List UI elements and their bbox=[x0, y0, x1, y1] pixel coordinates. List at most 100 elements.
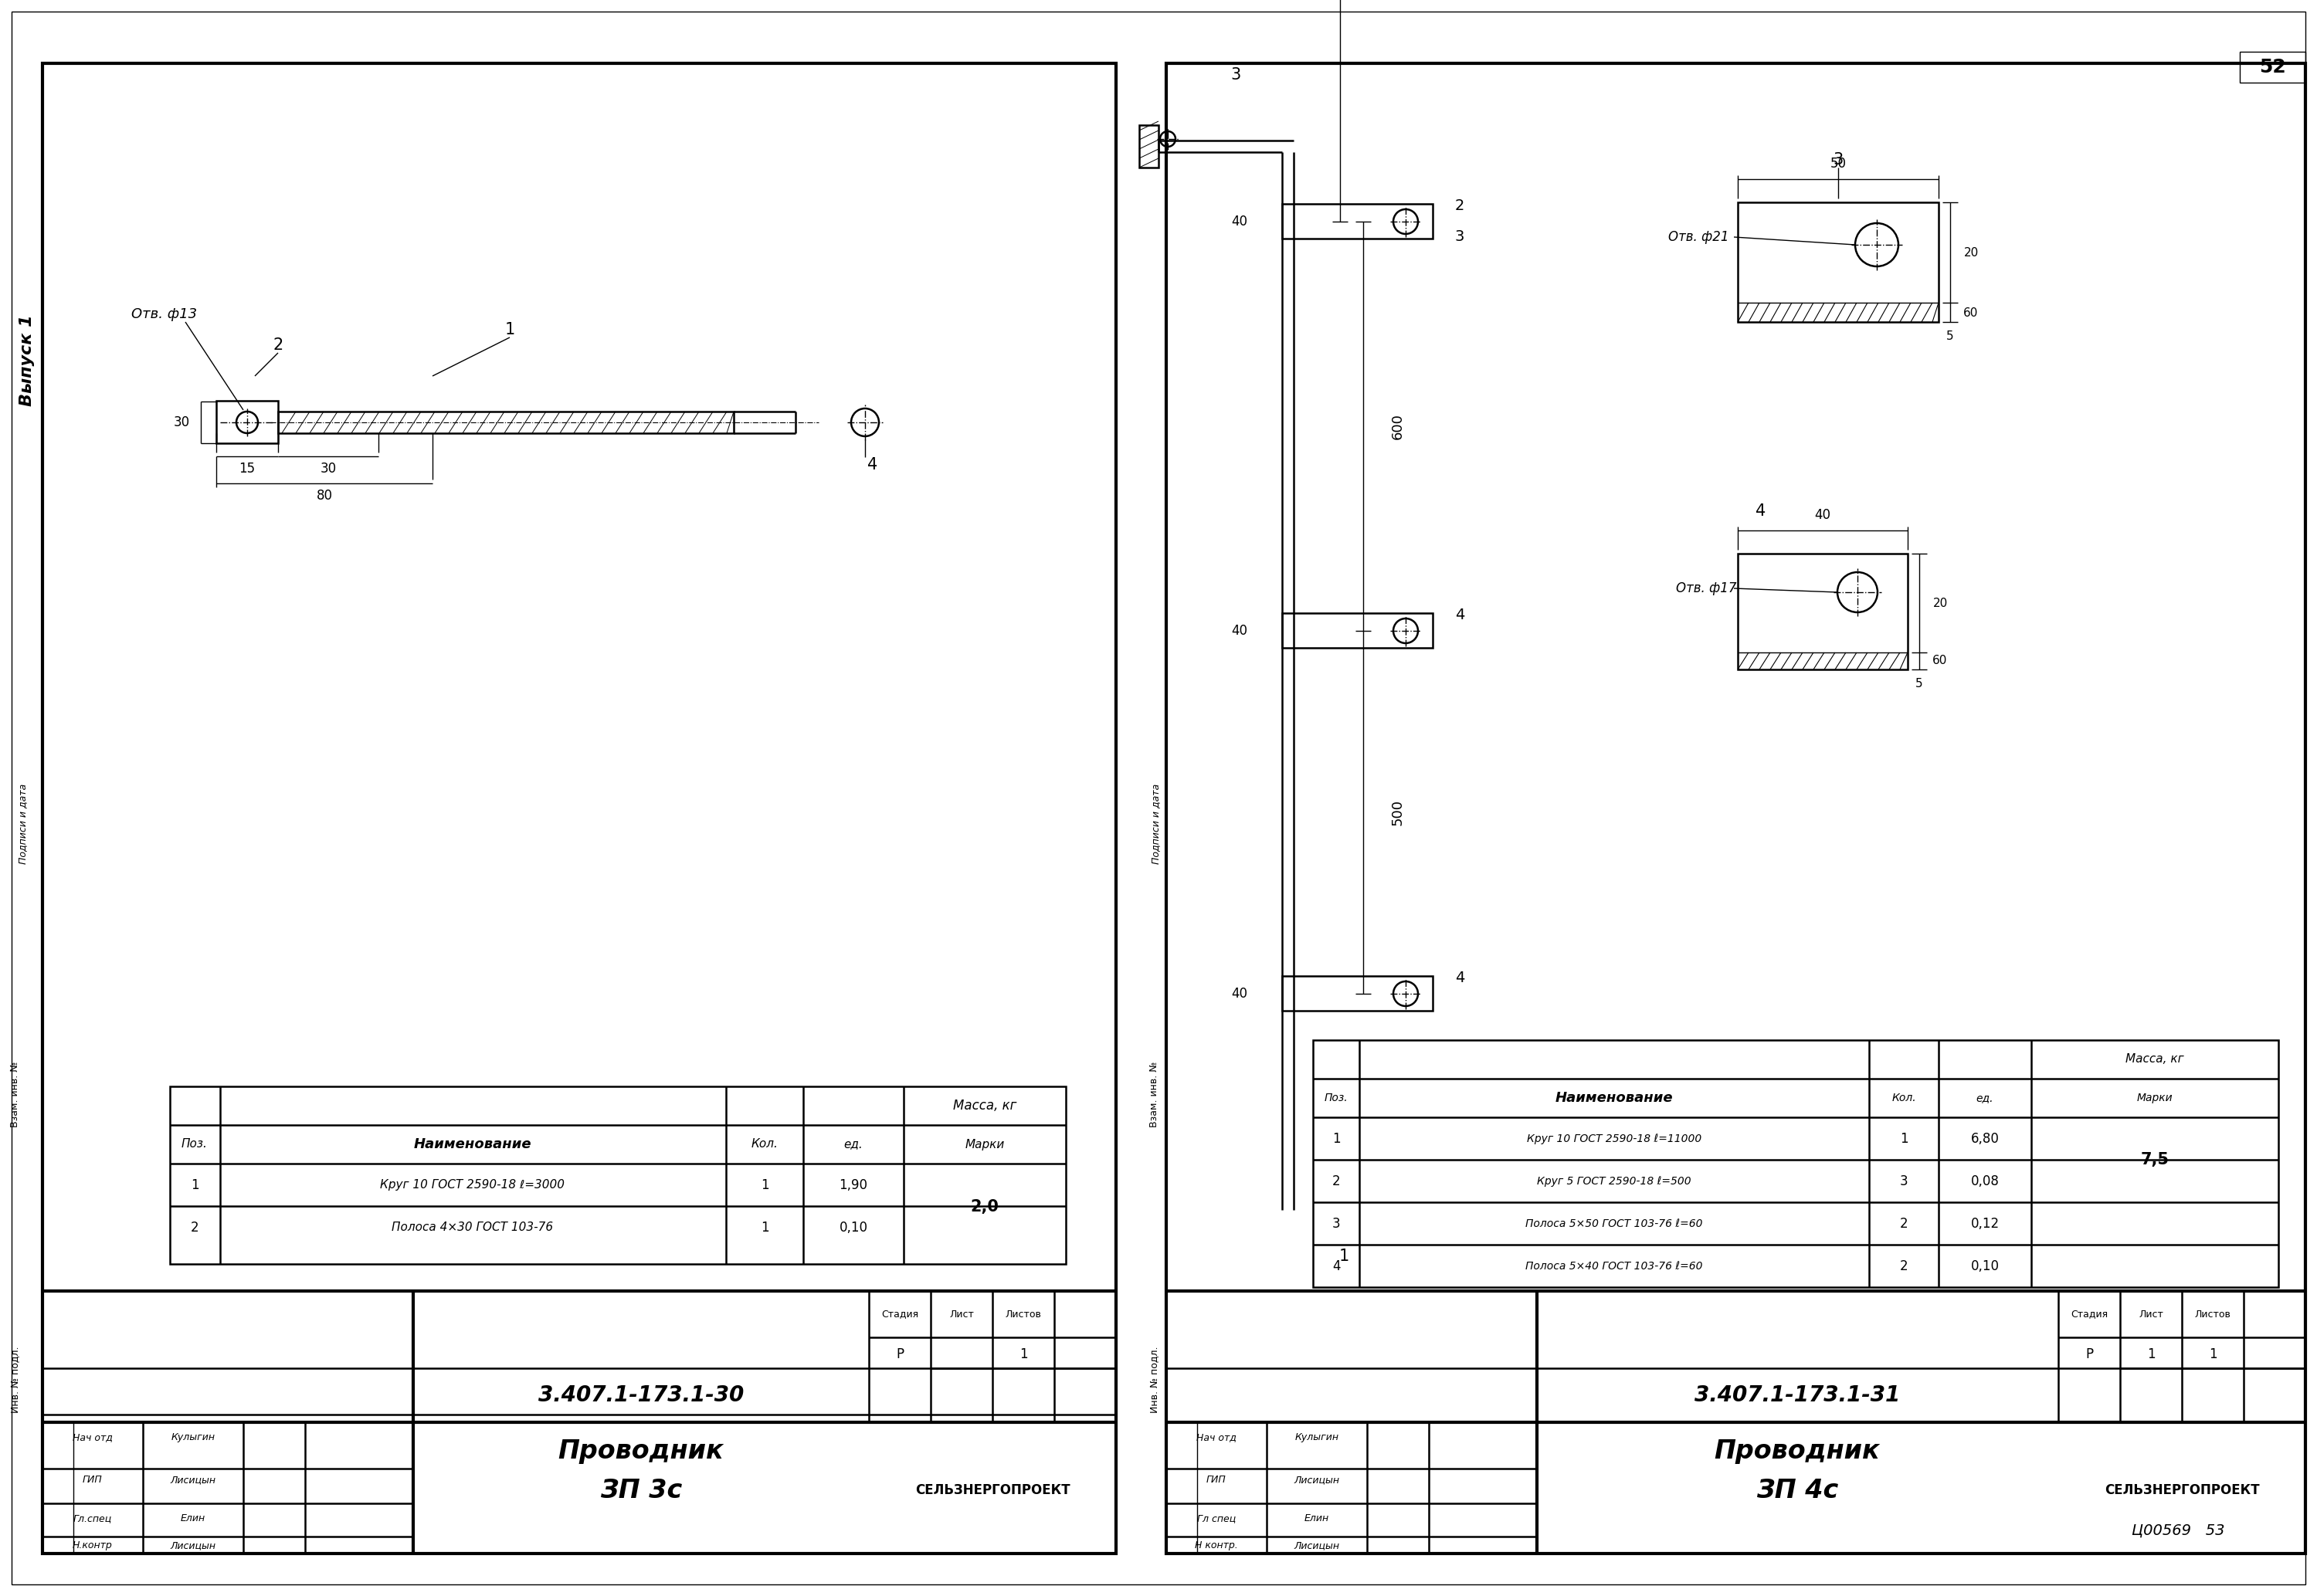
Text: 40: 40 bbox=[1814, 508, 1830, 522]
Bar bbox=[1140, 124, 1158, 168]
Text: СЕЛЬЗНЕРГОПРОЕКТ: СЕЛЬЗНЕРГОПРОЕКТ bbox=[915, 1483, 1070, 1497]
Text: 2: 2 bbox=[190, 1221, 199, 1235]
Text: Нач отд: Нач отд bbox=[1196, 1433, 1237, 1443]
Bar bbox=[278, 412, 734, 433]
Text: Марки: Марки bbox=[964, 1138, 1006, 1151]
Text: Лисицын: Лисицын bbox=[171, 1475, 215, 1486]
Text: Наименование: Наименование bbox=[1555, 1092, 1673, 1104]
Text: Отв. ф17: Отв. ф17 bbox=[1675, 581, 1738, 595]
Text: 1: 1 bbox=[1900, 1132, 1907, 1146]
Text: ГИП: ГИП bbox=[83, 1475, 102, 1486]
Text: Елин: Елин bbox=[1304, 1513, 1330, 1524]
Bar bbox=[1738, 554, 1907, 669]
Text: 3: 3 bbox=[1332, 1216, 1339, 1231]
Text: 6,80: 6,80 bbox=[1972, 1132, 2000, 1146]
Text: 2: 2 bbox=[273, 337, 283, 353]
Text: 2: 2 bbox=[1332, 1175, 1339, 1189]
Bar bbox=[1314, 1041, 2278, 1286]
Text: Елин: Елин bbox=[181, 1513, 206, 1524]
Text: Лисицын: Лисицын bbox=[1293, 1540, 1339, 1551]
Text: 3.407.1-173.1-30: 3.407.1-173.1-30 bbox=[538, 1384, 744, 1406]
Text: Лисицын: Лисицын bbox=[171, 1540, 215, 1551]
Text: 2,0: 2,0 bbox=[971, 1199, 999, 1215]
Text: Стадия: Стадия bbox=[2071, 1309, 2108, 1320]
Text: 20: 20 bbox=[1962, 247, 1979, 259]
Text: 4: 4 bbox=[1455, 608, 1464, 622]
Text: Кулыгин: Кулыгин bbox=[1295, 1433, 1339, 1443]
Text: 3: 3 bbox=[1455, 230, 1464, 244]
Text: 1: 1 bbox=[1019, 1347, 1026, 1361]
Text: 1: 1 bbox=[2208, 1347, 2217, 1361]
Text: 0,10: 0,10 bbox=[839, 1221, 867, 1235]
Text: Р: Р bbox=[2085, 1347, 2092, 1361]
Text: 4: 4 bbox=[867, 456, 878, 472]
Text: 1: 1 bbox=[760, 1221, 769, 1235]
Text: Лист: Лист bbox=[950, 1309, 973, 1320]
Text: 0,10: 0,10 bbox=[1969, 1259, 2000, 1274]
Text: 40: 40 bbox=[1233, 986, 1247, 1001]
Text: Полоса 4×30 ГОСТ 103-76: Полоса 4×30 ГОСТ 103-76 bbox=[392, 1223, 554, 1234]
Text: Круг 10 ГОСТ 2590-18 ℓ=3000: Круг 10 ГОСТ 2590-18 ℓ=3000 bbox=[380, 1179, 565, 1191]
Text: 7,5: 7,5 bbox=[2141, 1152, 2169, 1167]
Text: 500: 500 bbox=[1390, 800, 1404, 825]
Text: Гл.спец: Гл.спец bbox=[74, 1513, 111, 1524]
Text: Н контр.: Н контр. bbox=[1196, 1540, 1237, 1551]
Text: 3: 3 bbox=[1833, 152, 1844, 168]
Text: Листов: Листов bbox=[2194, 1309, 2231, 1320]
Text: ЗП 3с: ЗП 3с bbox=[600, 1478, 681, 1503]
Text: Круг 10 ГОСТ 2590-18 ℓ=11000: Круг 10 ГОСТ 2590-18 ℓ=11000 bbox=[1527, 1133, 1701, 1144]
Text: Листов: Листов bbox=[1006, 1309, 1040, 1320]
Text: Полоса 5×50 ГОСТ 103-76 ℓ=60: Полоса 5×50 ГОСТ 103-76 ℓ=60 bbox=[1525, 1218, 1703, 1229]
Bar bbox=[2241, 51, 2305, 83]
Text: 1: 1 bbox=[1332, 1132, 1339, 1146]
Text: Отв. ф21: Отв. ф21 bbox=[1668, 230, 1728, 244]
Text: Ц00569   53: Ц00569 53 bbox=[2132, 1523, 2224, 1537]
Text: 5: 5 bbox=[1916, 678, 1923, 689]
Text: 2: 2 bbox=[1900, 1259, 1907, 1274]
Text: 40: 40 bbox=[1233, 624, 1247, 638]
Text: 3.407.1-173.1-31: 3.407.1-173.1-31 bbox=[1694, 1384, 1900, 1406]
Text: 30: 30 bbox=[320, 461, 336, 476]
Text: Взам. инв. №: Взам. инв. № bbox=[1149, 1061, 1158, 1127]
Text: Нач отд: Нач отд bbox=[72, 1433, 114, 1443]
Text: 1,90: 1,90 bbox=[839, 1178, 867, 1192]
Text: Гл спец: Гл спец bbox=[1198, 1513, 1235, 1524]
Text: 80: 80 bbox=[315, 488, 334, 503]
Text: 50: 50 bbox=[1830, 156, 1847, 171]
Text: 1: 1 bbox=[505, 322, 514, 337]
Bar bbox=[42, 64, 1117, 1553]
Bar bbox=[1281, 613, 1432, 648]
Bar bbox=[1281, 977, 1432, 1010]
Text: Проводник: Проводник bbox=[558, 1440, 723, 1465]
Text: 30: 30 bbox=[174, 415, 190, 429]
Text: ГИП: ГИП bbox=[1207, 1475, 1226, 1486]
Text: 15: 15 bbox=[239, 461, 255, 476]
Text: ед.: ед. bbox=[843, 1138, 862, 1151]
Text: Взам. инв. №: Взам. инв. № bbox=[9, 1061, 21, 1127]
Text: Выпуск 1: Выпуск 1 bbox=[19, 314, 35, 407]
Text: 1: 1 bbox=[2148, 1347, 2155, 1361]
Text: 40: 40 bbox=[1233, 214, 1247, 228]
Text: 52: 52 bbox=[2259, 57, 2285, 77]
Text: 1: 1 bbox=[190, 1178, 199, 1192]
Text: 1: 1 bbox=[1339, 1248, 1348, 1264]
Text: 60: 60 bbox=[1932, 654, 1949, 667]
Text: Кулыгин: Кулыгин bbox=[171, 1433, 215, 1443]
Text: Полоса 5×40 ГОСТ 103-76 ℓ=60: Полоса 5×40 ГОСТ 103-76 ℓ=60 bbox=[1525, 1261, 1703, 1272]
Text: Поз.: Поз. bbox=[1325, 1093, 1348, 1103]
Text: Стадия: Стадия bbox=[880, 1309, 918, 1320]
Text: Лисицын: Лисицын bbox=[1293, 1475, 1339, 1486]
Text: 60: 60 bbox=[1962, 306, 1979, 319]
Text: 0,12: 0,12 bbox=[1969, 1216, 2000, 1231]
Bar bbox=[169, 1087, 1066, 1264]
Text: Инв. № подл.: Инв. № подл. bbox=[1149, 1347, 1158, 1412]
Text: 5: 5 bbox=[1946, 330, 1953, 342]
Bar bbox=[215, 401, 278, 444]
Text: Поз.: Поз. bbox=[181, 1138, 209, 1151]
Text: ЗП 4с: ЗП 4с bbox=[1756, 1478, 1837, 1503]
Text: Круг 5 ГОСТ 2590-18 ℓ=500: Круг 5 ГОСТ 2590-18 ℓ=500 bbox=[1536, 1176, 1691, 1187]
Text: 4: 4 bbox=[1332, 1259, 1339, 1274]
Text: Отв. ф13: Отв. ф13 bbox=[132, 308, 197, 321]
Text: 4: 4 bbox=[1756, 503, 1766, 519]
Text: Подписи и дата: Подписи и дата bbox=[1152, 784, 1161, 863]
